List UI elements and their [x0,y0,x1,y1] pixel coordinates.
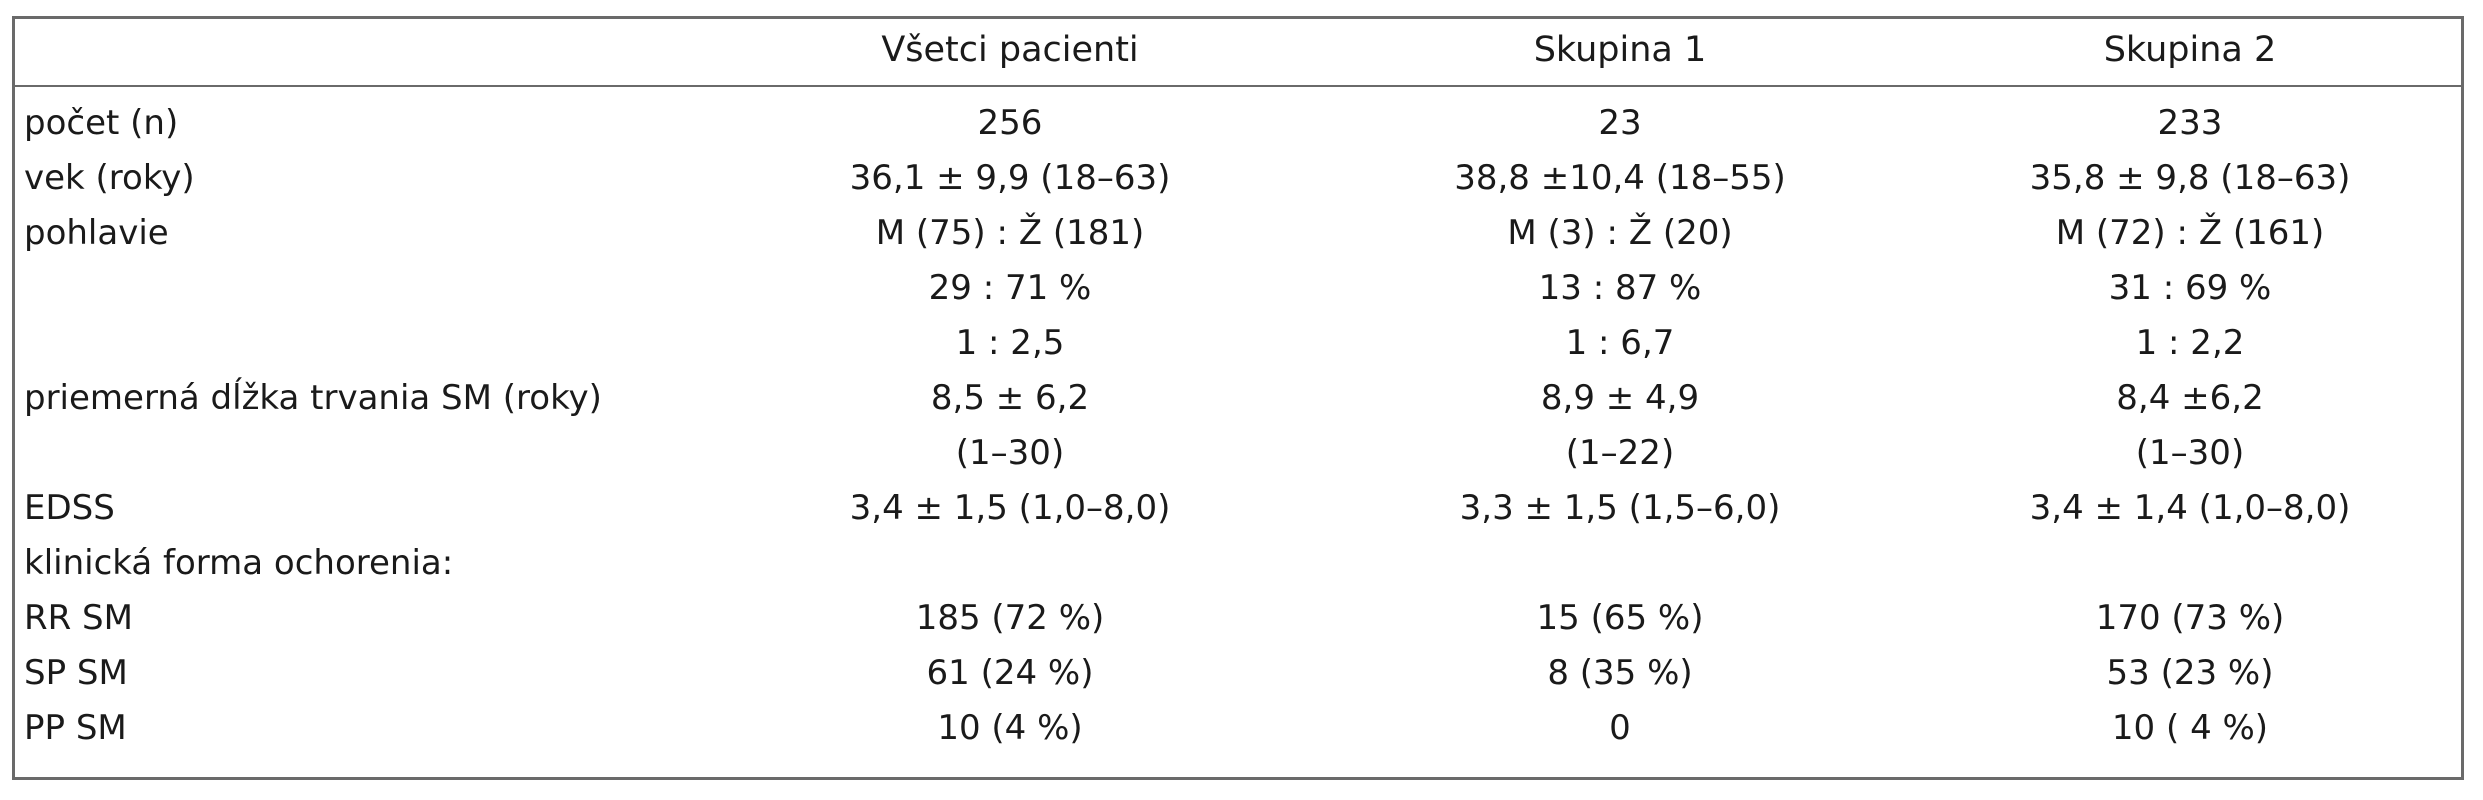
cell-all-patients: M (75) : Ž (181) [875,213,1145,253]
row-label: SP SM [24,653,128,693]
cell-group-2: 35,8 ± 9,8 (18–63) [2029,158,2351,198]
row-label: PP SM [24,708,127,748]
cell-group-2: 53 (23 %) [2106,653,2274,693]
cell-group-1: 1 : 6,7 [1565,323,1675,363]
cell-group-2: 233 [2157,103,2223,143]
cell-group-1: M (3) : Ž (20) [1507,213,1733,253]
cell-all-patients: 36,1 ± 9,9 (18–63) [849,158,1171,198]
cell-group-2: (1–30) [2135,433,2245,473]
cell-all-patients: 10 (4 %) [937,708,1083,748]
column-header-group-2: Skupina 2 [2103,30,2277,70]
cell-group-2: 10 ( 4 %) [2111,708,2269,748]
row-label: EDSS [24,488,115,528]
cell-all-patients: 61 (24 %) [926,653,1094,693]
cell-all-patients: 8,5 ± 6,2 [930,378,1090,418]
cell-all-patients: 1 : 2,5 [955,323,1065,363]
cell-group-2: 170 (73 %) [2095,598,2285,638]
row-label: RR SM [24,598,133,638]
cell-group-1: 8,9 ± 4,9 [1540,378,1700,418]
cell-group-1: (1–22) [1565,433,1675,473]
cell-group-1: 8 (35 %) [1547,653,1693,693]
cell-group-1: 3,3 ± 1,5 (1,5–6,0) [1459,488,1781,528]
row-label: pohlavie [24,213,169,253]
cell-all-patients: 185 (72 %) [915,598,1105,638]
cell-all-patients: (1–30) [955,433,1065,473]
cell-group-1: 38,8 ±10,4 (18–55) [1454,158,1786,198]
row-label: klinická forma ochorenia: [24,543,454,583]
row-label: priemerná dĺžka trvania SM (roky) [24,378,602,418]
cell-group-1: 23 [1598,103,1642,143]
column-header-group-1: Skupina 1 [1533,30,1707,70]
cell-group-2: 8,4 ±6,2 [2116,378,2264,418]
cell-group-1: 15 (65 %) [1536,598,1704,638]
row-label: počet (n) [24,103,179,143]
cell-group-1: 0 [1609,708,1631,748]
cell-group-1: 13 : 87 % [1538,268,1702,308]
cell-group-2: 3,4 ± 1,4 (1,0–8,0) [2029,488,2351,528]
header-divider [15,85,2461,87]
cell-group-2: M (72) : Ž (161) [2055,213,2325,253]
cell-all-patients: 256 [977,103,1043,143]
cell-all-patients: 29 : 71 % [928,268,1092,308]
cell-group-2: 31 : 69 % [2108,268,2272,308]
cell-group-2: 1 : 2,2 [2135,323,2245,363]
column-header-all-patients: Všetci pacienti [881,30,1139,70]
row-label: vek (roky) [24,158,195,198]
cell-all-patients: 3,4 ± 1,5 (1,0–8,0) [849,488,1171,528]
table-frame [12,16,2464,780]
